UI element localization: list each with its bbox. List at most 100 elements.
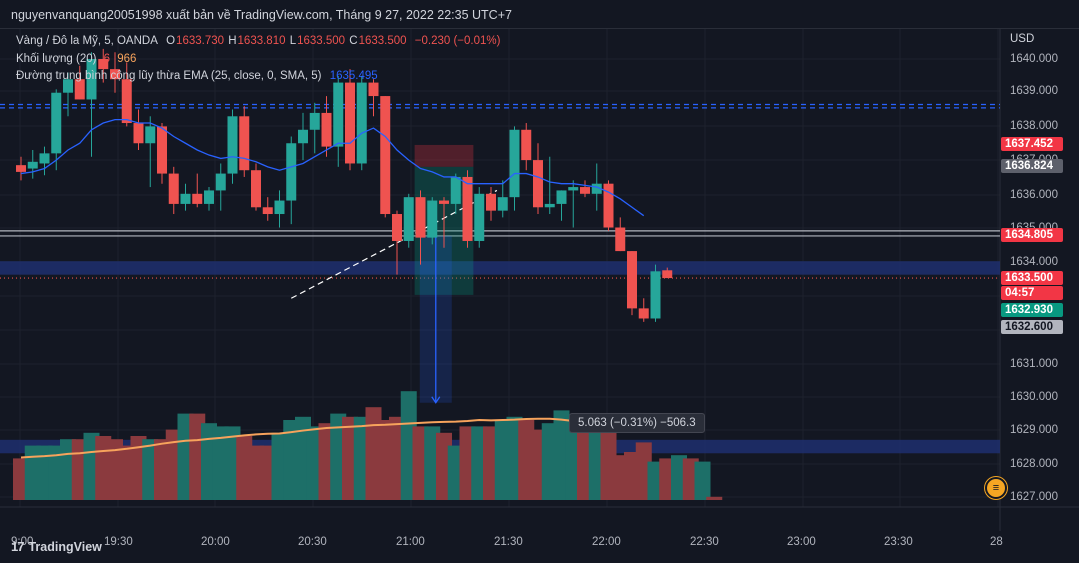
candle-body	[462, 176, 473, 241]
legend-c-value: 1633.500	[358, 35, 407, 47]
zone-band	[0, 261, 1000, 275]
candle-body	[321, 112, 332, 147]
candle-body	[98, 59, 109, 70]
candle-body	[568, 187, 579, 191]
publish-header: nguyenvanquang20051998 xuất bản về Tradi…	[0, 0, 1079, 28]
candle-body	[392, 214, 402, 241]
legend-o-value: 1633.730	[176, 35, 225, 47]
tradingview-logo-icon: 17	[11, 539, 25, 554]
candle-body	[380, 96, 391, 215]
candle-body	[27, 161, 38, 169]
candle-body	[356, 82, 367, 164]
candle-body	[239, 116, 250, 171]
time-axis-label: 20:00	[201, 536, 230, 548]
price-tag: 1637.452	[1001, 137, 1063, 151]
candle-body	[650, 271, 661, 319]
time-axis-label: 28	[990, 536, 1003, 548]
volume-bar	[706, 496, 723, 500]
candle-body	[403, 197, 414, 241]
volume-ma-line	[20, 417, 621, 459]
candle-body	[145, 126, 156, 144]
candle-body	[215, 173, 226, 191]
legend-volume-label: Khối lượng (20)	[16, 53, 97, 65]
time-axis-label: 22:30	[690, 536, 719, 548]
candle-body	[427, 200, 438, 238]
candle-body	[638, 308, 649, 319]
legend-symbol[interactable]: Vàng / Đô la Mỹ, 5, OANDA	[16, 35, 158, 47]
candle-body	[509, 129, 520, 198]
volume-bar	[694, 461, 711, 500]
legend-h-label: H	[228, 35, 237, 47]
candle-body	[497, 197, 508, 211]
legend-ema-row[interactable]: Đường trung bình cộng lũy thừa EMA (25, …	[16, 70, 379, 82]
candle-body	[345, 82, 355, 164]
price-axis-label: 1636.000	[1010, 189, 1058, 201]
price-tag: 1632.930	[1001, 303, 1063, 317]
candle-body	[63, 79, 73, 93]
candle-body	[662, 270, 673, 279]
price-axis-label: 1630.000	[1010, 391, 1058, 403]
position-stop-zone	[414, 144, 474, 167]
legend-h-value: 1633.810	[237, 35, 286, 47]
time-axis-label: 20:30	[298, 536, 327, 548]
candle-body	[121, 79, 132, 124]
time-axis-label: 23:00	[787, 536, 816, 548]
legend-l-label: L	[289, 35, 297, 47]
candle-body	[157, 126, 167, 174]
candle-body	[486, 193, 496, 211]
candle-body	[556, 190, 567, 204]
legend-volume-row[interactable]: Khối lượng (20) 6 966	[16, 53, 137, 65]
candle-body	[603, 183, 614, 228]
candle-body	[262, 207, 273, 215]
candle-body	[16, 165, 26, 172]
candle-body	[192, 193, 203, 204]
candle-body	[168, 173, 179, 204]
price-axis-label: 1639.000	[1010, 85, 1058, 97]
chart-svg[interactable]	[0, 29, 1079, 531]
legend-volume-val1: 6	[103, 53, 111, 65]
price-axis-label: 1631.000	[1010, 358, 1058, 370]
candle-body	[474, 193, 485, 241]
legend-volume-val2: 966	[117, 53, 137, 65]
candle-body	[286, 143, 297, 201]
chart-area[interactable]: Vàng / Đô la Mỹ, 5, OANDA O1633.730 H163…	[0, 28, 1079, 548]
price-tag: 1632.600	[1001, 320, 1063, 334]
time-axis-label: 22:00	[592, 536, 621, 548]
candle-body	[74, 79, 85, 100]
candle-body	[251, 170, 261, 208]
price-tag: 1633.500	[1001, 271, 1063, 285]
candle-body	[204, 190, 214, 204]
price-axis-label: 1627.000	[1010, 491, 1058, 503]
candle-body	[298, 129, 308, 144]
compare-icon[interactable]: ≡	[985, 477, 1007, 499]
price-axis-label: 1628.000	[1010, 458, 1058, 470]
candle-body	[615, 227, 626, 252]
candle-body	[110, 69, 120, 80]
currency-label: USD	[1010, 33, 1035, 45]
candle-body	[133, 123, 144, 144]
price-tag: 1634.805	[1001, 228, 1063, 242]
price-tag: 1636.824	[1001, 159, 1063, 173]
candle-body	[544, 203, 555, 208]
ema-line	[20, 119, 645, 217]
measure-arrow	[431, 396, 441, 404]
candle-body	[533, 160, 543, 208]
footer: 17 TradingView	[0, 530, 1079, 563]
legend-c-label: C	[349, 35, 358, 47]
candle-body	[309, 112, 320, 130]
tradingview-logo[interactable]: 17 TradingView	[11, 539, 102, 554]
tradingview-brand: TradingView	[28, 539, 102, 554]
candle-body	[39, 153, 50, 164]
price-axis-label: 1638.000	[1010, 120, 1058, 132]
candle-body	[415, 197, 426, 238]
candle-body	[86, 59, 97, 100]
candle-body	[227, 116, 238, 174]
time-axis-label: 21:30	[494, 536, 523, 548]
price-tag: 04:57	[1001, 286, 1063, 300]
price-axis-label: 1629.000	[1010, 424, 1058, 436]
legend-change: −0.230 (−0.01%)	[414, 35, 501, 47]
price-axis-label: 1634.000	[1010, 256, 1058, 268]
candle-body	[180, 193, 191, 204]
candle-body	[450, 176, 461, 204]
time-axis-label: 21:00	[396, 536, 425, 548]
